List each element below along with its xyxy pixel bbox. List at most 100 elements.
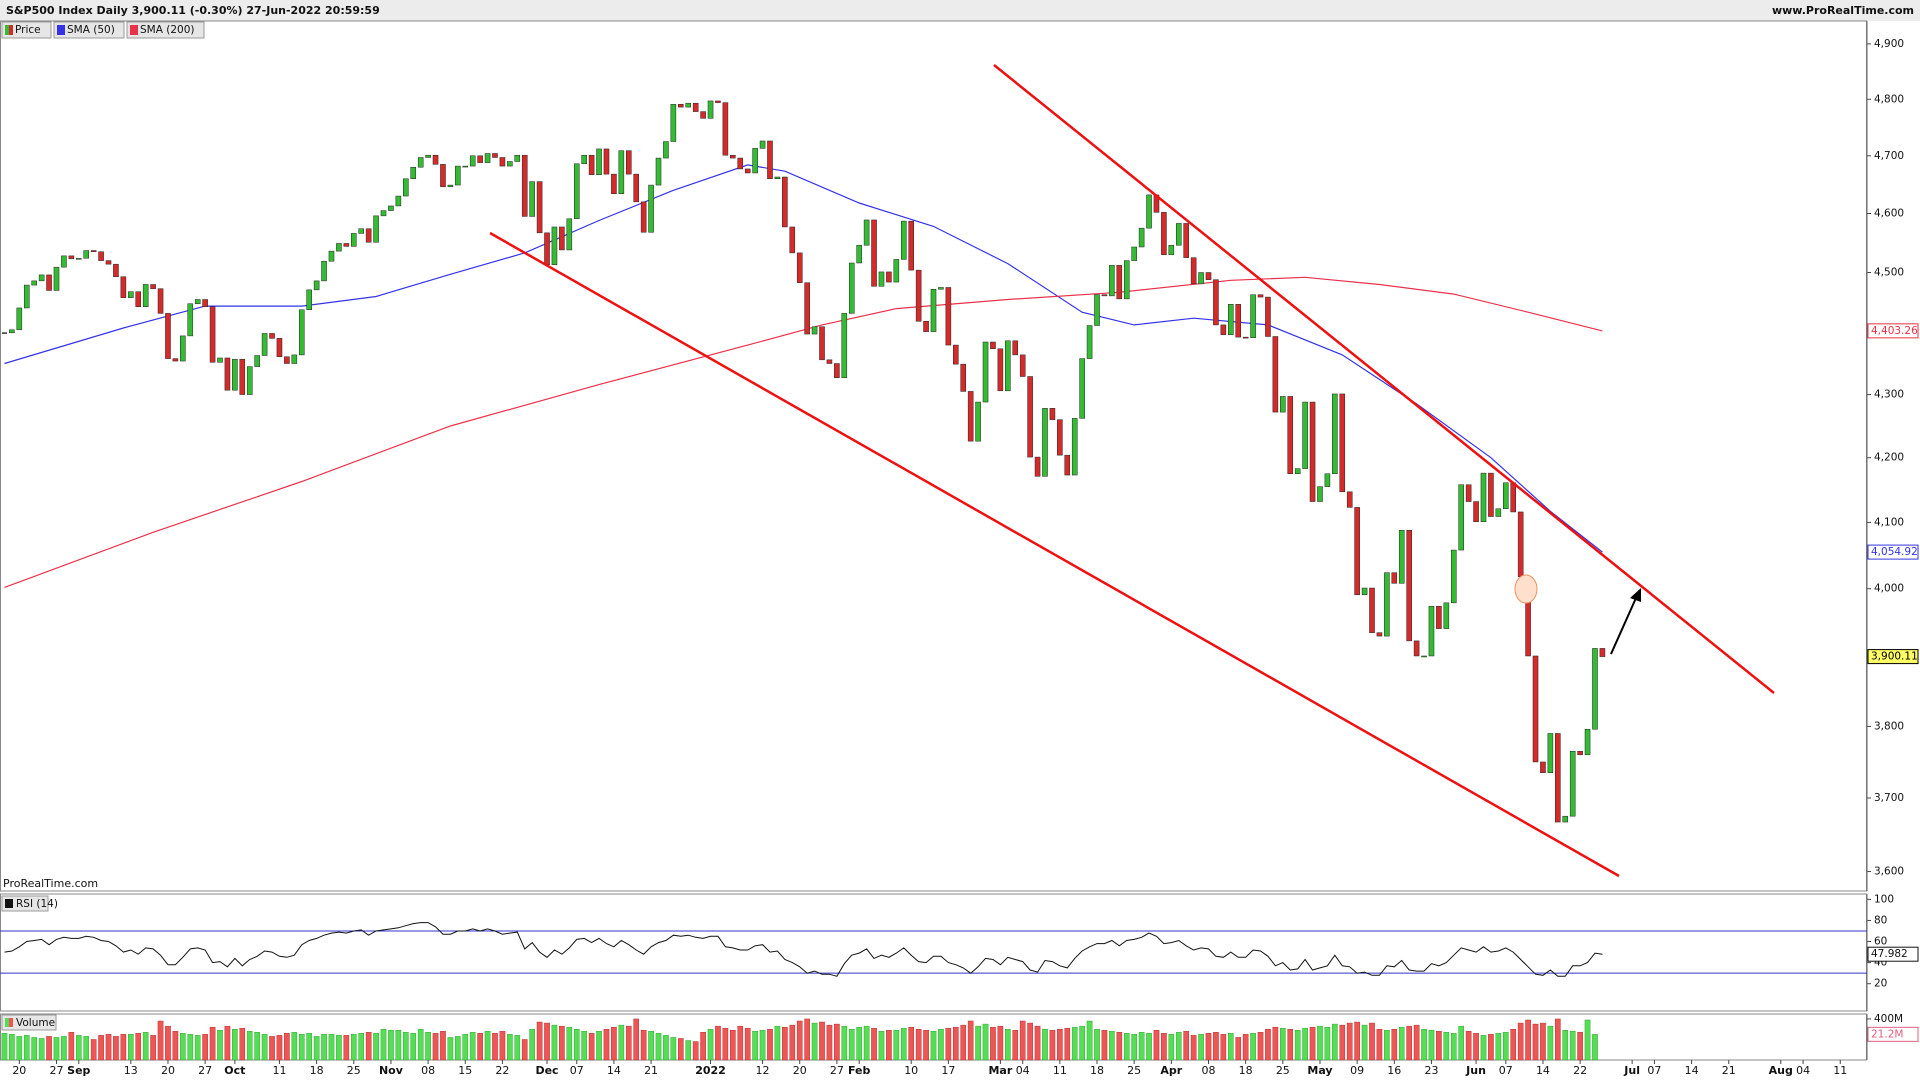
x-tick-label: 07 [570, 1064, 584, 1077]
volume-bar [1421, 1028, 1427, 1061]
volume-bar [232, 1028, 238, 1061]
volume-bar [819, 1021, 825, 1061]
candle-body [796, 252, 803, 283]
highlight-circle [1514, 574, 1538, 604]
volume-bar [737, 1025, 744, 1061]
candle-body [685, 102, 692, 108]
volume-bar [900, 1027, 907, 1061]
volume-bar [1227, 1033, 1234, 1061]
x-tick-label: 23 [1424, 1064, 1438, 1077]
volume-bar [975, 1025, 981, 1061]
volume-bar [692, 1041, 699, 1061]
volume-bar [722, 1027, 729, 1061]
candle-body [1547, 733, 1554, 773]
volume-bar [455, 1036, 461, 1061]
volume-bar [417, 1028, 424, 1061]
candle-body [1205, 272, 1212, 280]
candle-body [425, 154, 431, 158]
last-value-label: 4,403.26 [1871, 325, 1918, 337]
volume-bar [1346, 1022, 1353, 1061]
candle-body [135, 291, 142, 307]
x-tick-label: 20 [161, 1064, 175, 1077]
x-tick-label: 20 [12, 1064, 26, 1077]
candle-body [499, 157, 506, 167]
candle-body [886, 271, 892, 283]
y-tick-label: 3,700 [1874, 792, 1904, 804]
candle-body [128, 291, 134, 298]
candle-body [618, 150, 625, 194]
volume-bar [1339, 1024, 1346, 1061]
candle-body [76, 257, 82, 260]
volume-bar [551, 1024, 558, 1061]
candle-body [417, 157, 424, 168]
last-value-box [1867, 544, 1919, 560]
volume-bar [1309, 1026, 1316, 1061]
volume-bar [685, 1040, 692, 1061]
panel-title: RSI (14) [16, 898, 58, 910]
volume-bar [202, 1034, 208, 1061]
candle-body [313, 280, 320, 291]
volume-bar [1324, 1026, 1331, 1061]
candle-body [923, 321, 929, 332]
volume-bar [529, 1028, 535, 1061]
volume-bar [477, 1033, 483, 1061]
legend-swatch [9, 25, 13, 35]
y-tick-label: 400M [1874, 1013, 1903, 1025]
volume-bar [1064, 1027, 1071, 1061]
candle-body [1161, 212, 1167, 255]
x-tick-label: 14 [1685, 1064, 1699, 1077]
x-tick-label: May [1307, 1064, 1332, 1077]
candle-body [678, 104, 684, 108]
volume-bar [507, 1034, 513, 1061]
candle-body [1376, 632, 1383, 637]
legend-swatch [5, 899, 13, 908]
x-tick-label: 14 [607, 1064, 621, 1077]
x-tick-label: 18 [1239, 1064, 1253, 1077]
last-value-box [1867, 1026, 1919, 1042]
volume-bar [61, 1036, 67, 1061]
candle-body [38, 274, 45, 282]
last-value-box [1867, 946, 1919, 962]
candle-body [380, 210, 387, 217]
volume-bar [573, 1028, 580, 1061]
volume-bar [1517, 1022, 1524, 1061]
last-value-label: 4,054.92 [1871, 546, 1918, 558]
volume-bar [276, 1035, 283, 1061]
x-tick-label: 21 [644, 1064, 658, 1077]
volume-bar [633, 1018, 640, 1061]
volume-bar [1175, 1032, 1182, 1061]
volume-bar [1138, 1032, 1145, 1061]
candle-body [648, 184, 654, 233]
candle-body [1569, 750, 1576, 817]
volume-bar [677, 1038, 684, 1061]
x-tick-label: 11 [1053, 1064, 1067, 1077]
lower-trendline [489, 231, 1620, 878]
volume-bar [700, 1032, 706, 1061]
volume-bar [1257, 1032, 1264, 1061]
volume-bar [967, 1020, 974, 1061]
volume-bar [618, 1024, 625, 1061]
candle-body [596, 148, 602, 175]
volume-bar [640, 1030, 647, 1061]
candle-body [1540, 761, 1546, 773]
candle-body [1458, 484, 1464, 551]
candle-body [670, 104, 677, 142]
volume-bar [1473, 1033, 1479, 1061]
volume-bar [1198, 1034, 1204, 1061]
volume-bar [1, 1033, 8, 1061]
last-value-label: 21.2M [1871, 1028, 1903, 1040]
x-tick-label: 07 [1647, 1064, 1661, 1077]
volume-bar [1532, 1023, 1539, 1061]
candle-body [1332, 393, 1338, 475]
candle-body [938, 287, 944, 290]
volume-bar [782, 1026, 788, 1061]
volume-bar [1168, 1034, 1175, 1061]
volume-bar [856, 1026, 862, 1061]
candle-body [975, 401, 981, 442]
y-tick-label: 4,300 [1874, 389, 1904, 401]
volume-bar [410, 1033, 417, 1061]
candle-body [1488, 472, 1494, 517]
arrow-head [1630, 588, 1641, 602]
volume-bar [224, 1025, 231, 1061]
volume-bar [328, 1034, 335, 1061]
